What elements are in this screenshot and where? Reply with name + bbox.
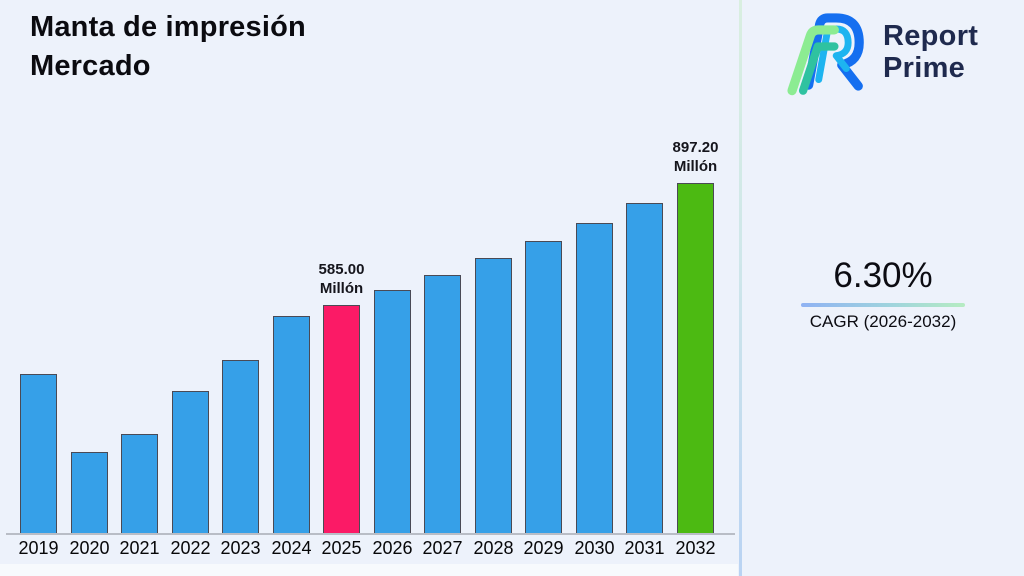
panel-divider [739,0,742,576]
page-title-line1: Manta de impresión [30,11,306,43]
x-tick-2028: 2028 [473,538,514,558]
bar-2028 [475,258,512,533]
bar-2024 [273,316,310,533]
bar-2022 [172,391,209,533]
x-tick-2026: 2026 [372,538,413,558]
bar-2019 [20,374,57,533]
x-tick-2023: 2023 [220,538,261,558]
bar-2029 [525,241,562,533]
page-title: Manta de impresión Mercado [30,8,306,85]
cagr-underline [801,303,965,307]
chart-bottom-strip [0,564,738,576]
x-tick-2029: 2029 [523,538,564,558]
bar-2031 [626,203,663,533]
x-tick-2020: 2020 [69,538,110,558]
x-tick-2030: 2030 [574,538,615,558]
logo-wordmark: Report Prime [883,20,978,85]
bar-2025 [323,305,360,533]
logo-word-report: Report [883,19,979,52]
x-tick-2027: 2027 [422,538,463,558]
report-prime-logo: Report Prime [779,6,978,98]
x-tick-2025: 2025 [321,538,362,558]
cagr-value: 6.30% [833,256,933,295]
x-tick-2022: 2022 [170,538,211,558]
bar-2032 [677,183,714,533]
value-label-2025: 585.00 Millón [318,261,365,297]
bar-2026 [374,290,411,533]
x-tick-2024: 2024 [271,538,312,558]
x-axis-line [6,533,735,535]
page-title-line2: Mercado [30,49,151,82]
value-label-2032: 897.20 Millón [672,139,719,175]
logo-word-prime: Prime [883,52,966,84]
report-prime-logo-icon [779,6,875,98]
cagr-panel: 6.30% CAGR (2026-2032) [799,256,967,332]
bar-2021 [121,434,158,533]
bar-2030 [576,223,613,533]
cagr-label: CAGR (2026-2032) [809,312,957,331]
bar-2023 [222,360,259,533]
x-tick-2019: 2019 [18,538,59,558]
bar-2027 [424,275,461,533]
bar-chart: 2019 2020 2021 2022 2023 2024 2025 2026 2027 2028… [0,139,738,576]
x-tick-2021: 2021 [119,538,160,558]
x-tick-2031: 2031 [624,538,665,558]
bar-2020 [71,452,108,533]
x-tick-2032: 2032 [675,538,716,558]
